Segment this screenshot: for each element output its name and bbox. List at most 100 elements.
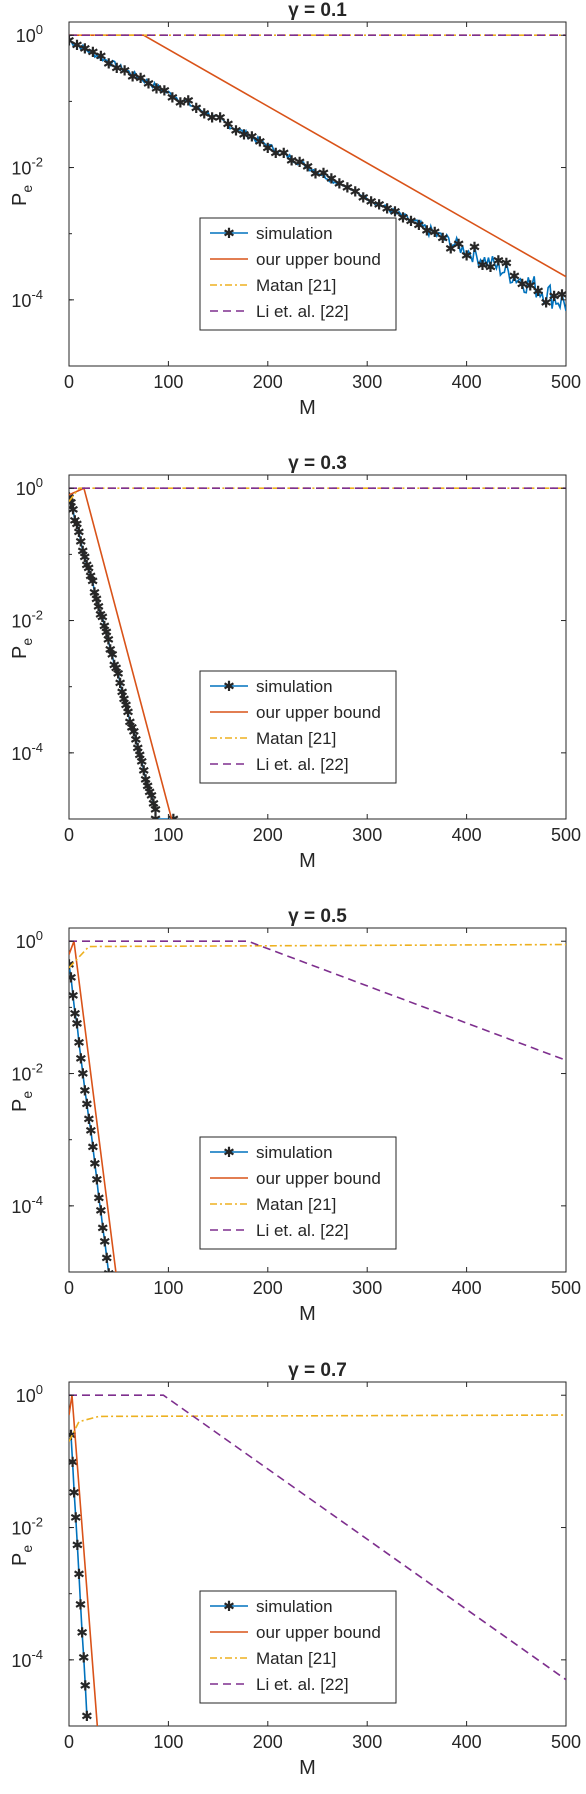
y-axis-label: Pe <box>9 638 35 659</box>
x-tick-label: 400 <box>452 825 482 845</box>
legend-entry-label: Li et. al. [22] <box>256 302 349 321</box>
series-marker-simulation: ✱ <box>103 56 115 72</box>
legend-marker: ✱ <box>223 678 235 694</box>
series-line-our-upper-bound <box>69 34 566 278</box>
series-marker-simulation: ✱ <box>140 771 152 787</box>
series-line-li-et-al-22- <box>69 1394 566 1681</box>
series-marker-simulation: ✱ <box>373 197 385 213</box>
y-tick-exponent: 0 <box>36 475 43 490</box>
series-marker-simulation: ✱ <box>69 1005 81 1021</box>
y-axis-label-subscript: e <box>19 185 35 193</box>
series-marker-simulation: ✱ <box>85 568 97 584</box>
x-tick-label: 0 <box>64 1732 74 1752</box>
series-marker-simulation: ✱ <box>230 123 242 139</box>
series-marker-simulation: ✱ <box>67 988 79 1004</box>
series-marker-simulation: ✱ <box>87 1139 99 1155</box>
series-marker-simulation: ✱ <box>65 969 77 985</box>
series-marker-simulation: ✱ <box>413 217 425 233</box>
series-marker-simulation: ✱ <box>461 248 473 264</box>
x-axis-label: M <box>299 850 316 872</box>
series-marker-simulation: ✱ <box>421 222 433 238</box>
series-marker-simulation: ✱ <box>136 754 148 770</box>
x-tick-label: 0 <box>64 825 74 845</box>
series-marker-simulation: ✱ <box>127 68 139 84</box>
series-marker-simulation: ✱ <box>81 1708 93 1724</box>
series-marker-simulation: ✱ <box>493 253 505 269</box>
series-marker-simulation: ✱ <box>85 1122 97 1138</box>
y-axis-label: Pe <box>9 1545 35 1566</box>
series-marker-simulation: ✱ <box>548 288 560 304</box>
series-marker-simulation: ✱ <box>83 560 95 576</box>
legend-entry-label: simulation <box>256 677 333 696</box>
series-marker-simulation: ✱ <box>286 152 298 168</box>
y-tick-exponent: -2 <box>31 1061 43 1076</box>
y-tick-label: 10-2 <box>11 1061 43 1085</box>
series-marker-simulation: ✱ <box>71 37 83 53</box>
series-marker-simulation: ✱ <box>524 277 536 293</box>
series-line-matan-21- <box>69 487 566 502</box>
plot-area: ✱ ✱ ✱ ✱ ✱ ✱ ✱ ✱ ✱ ✱ ✱ <box>65 1394 566 1726</box>
y-tick-label: 10-4 <box>11 287 43 311</box>
series-marker-simulation: ✱ <box>540 295 552 311</box>
x-tick-label: 200 <box>253 1732 283 1752</box>
chart-panel-4: ✱✱✱✱✱✱✱✱✱✱✱γ = 0.70 100 200 300 400 500M10010… <box>9 1360 581 1779</box>
legend-entry-label: Li et. al. [22] <box>256 1675 349 1694</box>
series-marker-simulation: ✱ <box>79 40 91 56</box>
series-marker-simulation: ✱ <box>143 76 155 92</box>
legend-entry-label: Li et. al. [22] <box>256 1221 349 1240</box>
legend-entry-label: simulation <box>256 1143 333 1162</box>
x-tick-label: 100 <box>153 825 183 845</box>
legend-marker: ✱ <box>223 225 235 241</box>
series-marker-simulation: ✱ <box>67 1454 79 1470</box>
legend-box <box>199 1136 397 1250</box>
series-marker-simulation: ✱ <box>95 48 107 64</box>
x-tick-label: 200 <box>253 825 283 845</box>
legend-entry-label: Matan [21] <box>256 1649 336 1668</box>
series-marker-simulation: ✱ <box>159 82 171 98</box>
series-marker-simulation: ✱ <box>508 268 520 284</box>
series-marker-simulation: ✱ <box>429 224 441 240</box>
y-tick-exponent: 0 <box>36 22 43 37</box>
series-marker-simulation: ✱ <box>124 714 136 730</box>
series-marker-simulation: ✱ <box>150 811 162 827</box>
series-marker-simulation: ✱ <box>151 80 163 96</box>
series-marker-simulation: ✱ <box>150 802 162 818</box>
series-marker-simulation: ✱ <box>73 1034 85 1050</box>
series-marker-simulation: ✱ <box>95 1203 107 1219</box>
series-marker-simulation: ✱ <box>116 684 128 700</box>
series-marker-simulation: ✱ <box>100 624 112 640</box>
y-tick-label: 100 <box>16 22 43 46</box>
legend-entry-label: our upper bound <box>256 1623 381 1642</box>
series-marker-simulation: ✱ <box>206 110 218 126</box>
legend-box <box>199 217 397 331</box>
x-axis-label: M <box>299 397 316 419</box>
series-marker-simulation: ✱ <box>102 632 114 648</box>
x-tick-label: 400 <box>452 1732 482 1752</box>
series-marker-simulation: ✱ <box>278 145 290 161</box>
series-marker-simulation: ✱ <box>270 145 282 161</box>
series-marker-simulation: ✱ <box>134 747 146 763</box>
series-marker-simulation: ✱ <box>144 784 156 800</box>
legend-box <box>199 1590 397 1704</box>
x-tick-label: 200 <box>253 372 283 392</box>
y-axis-label: Pe <box>9 1091 35 1112</box>
y-tick-label: 100 <box>16 475 43 499</box>
series-marker-simulation: ✱ <box>445 241 457 257</box>
series-marker-simulation: ✱ <box>357 189 369 205</box>
series-marker-simulation: ✱ <box>79 1677 91 1693</box>
series-marker-simulation: ✱ <box>70 1510 82 1526</box>
legend-entry-label: Matan [21] <box>256 729 336 748</box>
series-marker-simulation: ✱ <box>65 1427 77 1443</box>
y-tick-label: 10-4 <box>11 1647 43 1671</box>
series-marker-simulation: ✱ <box>99 1233 111 1249</box>
series-marker-simulation: ✱ <box>68 1484 80 1500</box>
series-marker-simulation: ✱ <box>120 697 132 713</box>
x-tick-label: 200 <box>253 1278 283 1298</box>
y-tick-exponent: -2 <box>31 1515 43 1530</box>
series-marker-simulation: ✱ <box>469 239 481 255</box>
series-marker-simulation: ✱ <box>477 257 489 273</box>
series-marker-simulation: ✱ <box>69 512 81 528</box>
series-marker-simulation: ✱ <box>93 1190 105 1206</box>
series-marker-simulation: ✱ <box>101 1250 113 1266</box>
series-marker-simulation: ✱ <box>310 166 322 182</box>
